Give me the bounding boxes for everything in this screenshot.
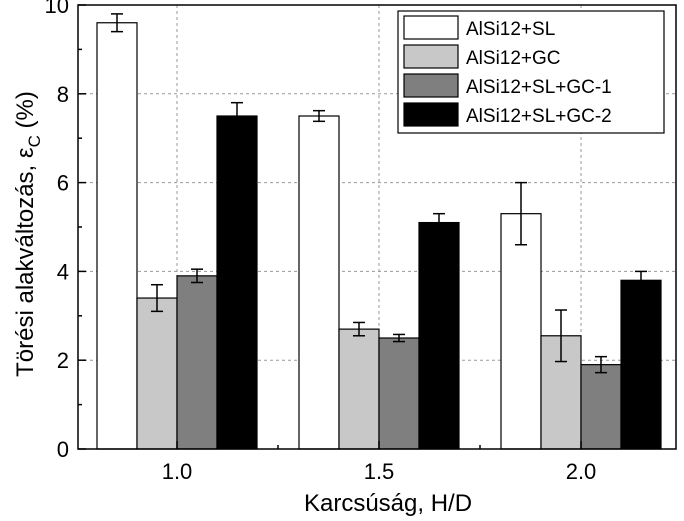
bar (136, 297, 178, 450)
bar (620, 279, 662, 450)
legend-swatch (403, 44, 459, 69)
legend-swatch (403, 15, 459, 40)
bars (96, 22, 662, 450)
bar (176, 275, 218, 450)
y-tick-label: 8 (57, 82, 69, 107)
y-axis-title: Törési alakváltozás, εC (%) (12, 91, 44, 377)
bar (216, 115, 258, 450)
legend-label: AlSi12+SL (466, 19, 555, 40)
x-tick-labels: 1.0 1.5 2.0 (162, 459, 597, 484)
legend-label: AlSi12+GC (466, 48, 561, 69)
y-axis-title-subscript: C (25, 135, 44, 147)
bar (378, 337, 420, 450)
y-tick-label: 0 (57, 437, 69, 462)
bar (500, 213, 542, 450)
x-tick-label: 1.0 (162, 459, 193, 484)
bar (298, 115, 340, 450)
y-tick-label: 10 (45, 0, 69, 18)
y-tick-label: 2 (57, 348, 69, 373)
legend-label: AlSi12+SL+GC-1 (466, 77, 612, 98)
legend-label: AlSi12+SL+GC-2 (466, 106, 612, 127)
y-axis-title-main: Törési alakváltozás, ε (12, 147, 39, 377)
x-tick-label: 2.0 (566, 459, 597, 484)
y-tick-label: 6 (57, 171, 69, 196)
y-axis-title-unit: (%) (12, 91, 39, 135)
error-bars (111, 13, 647, 374)
bar (580, 364, 622, 450)
x-axis-title: Karcsúság, H/D (304, 490, 472, 517)
axis-ticks (78, 4, 582, 450)
legend-swatch (403, 73, 459, 98)
y-tick-labels: 0 2 4 6 8 10 (45, 0, 69, 462)
bar (338, 328, 380, 450)
bar (96, 22, 138, 450)
legend-swatch (403, 102, 459, 127)
bar (418, 221, 460, 450)
x-tick-label: 1.5 (364, 459, 395, 484)
y-tick-label: 4 (57, 259, 69, 284)
legend: AlSi12+SL AlSi12+GC AlSi12+SL+GC-1 AlSi12+S… (397, 10, 665, 134)
